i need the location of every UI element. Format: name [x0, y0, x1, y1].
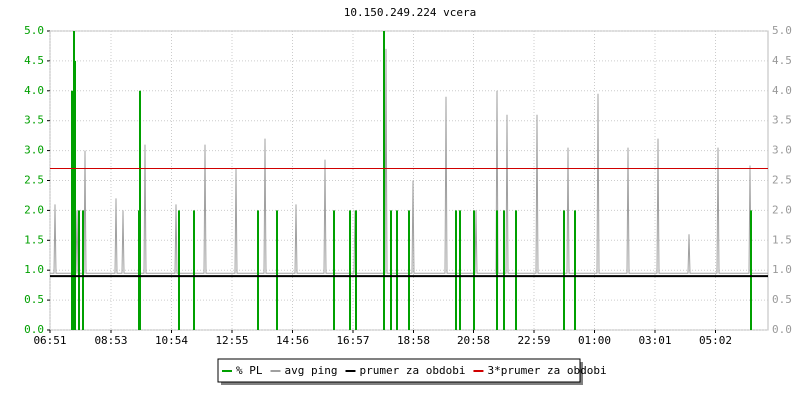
x-tick-label: 10:54	[155, 334, 188, 347]
y-tick-label-right: 4.5	[772, 54, 792, 67]
legend-label: avg ping	[285, 364, 338, 377]
x-tick-label: 14:56	[276, 334, 309, 347]
chart-title: 10.150.249.224 vcera	[344, 6, 476, 19]
y-tick-label: 2.5	[24, 174, 44, 187]
x-tick-label: 12:55	[215, 334, 248, 347]
y-tick-label-right: 1.5	[772, 233, 792, 246]
x-tick-label: 20:58	[457, 334, 490, 347]
x-tick-label: 22:59	[517, 334, 550, 347]
y-tick-label: 0.5	[24, 293, 44, 306]
y-tick-label: 5.0	[24, 24, 44, 37]
y-tick-label: 2.0	[24, 203, 44, 216]
legend-box	[217, 358, 581, 383]
x-tick-label: 06:51	[33, 334, 66, 347]
y-tick-label-right: 2.5	[772, 174, 792, 187]
legend-label: 3*prumer za obdobi	[487, 364, 606, 377]
legend-label: prumer za obdobi	[359, 364, 465, 377]
y-tick-label-right: 2.0	[772, 203, 792, 216]
y-tick-label-right: 3.0	[772, 144, 792, 157]
y-tick-label: 1.5	[24, 233, 44, 246]
y-tick-label: 3.5	[24, 114, 44, 127]
y-tick-label: 1.0	[24, 263, 44, 276]
y-tick-label: 0.0	[24, 323, 44, 336]
x-tick-label: 08:53	[94, 334, 127, 347]
y-tick-label-right: 5.0	[772, 24, 792, 37]
y-tick-label-right: 1.0	[772, 263, 792, 276]
x-tick-label: 01:00	[578, 334, 611, 347]
x-tick-label: 18:58	[397, 334, 430, 347]
y-tick-label: 4.5	[24, 54, 44, 67]
y-tick-label-right: 0.0	[772, 323, 792, 336]
y-tick-label-right: 0.5	[772, 293, 792, 306]
x-tick-label: 05:02	[699, 334, 732, 347]
y-tick-label-right: 3.5	[772, 114, 792, 127]
x-tick-label: 03:01	[638, 334, 671, 347]
y-tick-label: 4.0	[24, 84, 44, 97]
y-tick-label: 3.0	[24, 144, 44, 157]
x-tick-label: 16:57	[336, 334, 369, 347]
legend-label: % PL	[236, 364, 263, 377]
y-tick-label-right: 4.0	[772, 84, 792, 97]
